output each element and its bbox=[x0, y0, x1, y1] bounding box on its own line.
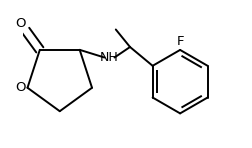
Text: NH: NH bbox=[100, 51, 118, 64]
Text: O: O bbox=[15, 17, 26, 30]
Text: O: O bbox=[16, 81, 26, 94]
Text: F: F bbox=[176, 35, 183, 48]
